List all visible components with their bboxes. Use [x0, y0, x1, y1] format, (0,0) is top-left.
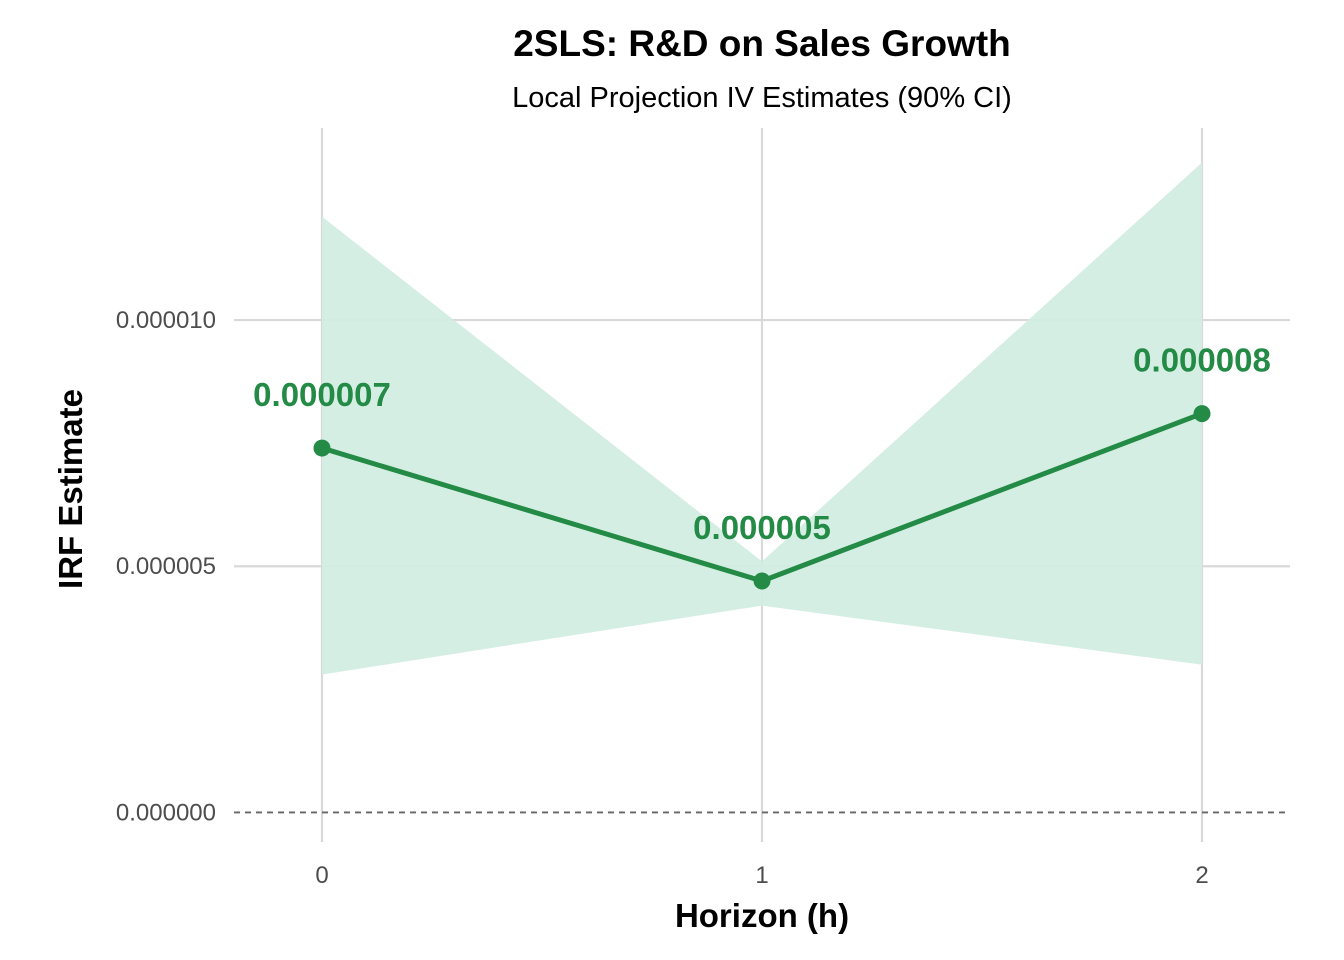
- y-tick-label: 0.000010: [116, 307, 216, 334]
- chart-title: 2SLS: R&D on Sales Growth: [513, 23, 1011, 64]
- irf-data-label: 0.000008: [1133, 342, 1271, 379]
- point-layer: [313, 405, 1211, 590]
- irf-data-label: 0.000007: [253, 376, 391, 413]
- irf-point: [1193, 405, 1211, 423]
- x-tick-label: 2: [1195, 862, 1208, 889]
- x-tick-label: 0: [315, 862, 328, 889]
- irf-point: [313, 439, 331, 457]
- irf-data-label: 0.000005: [693, 509, 831, 546]
- ci-ribbon-layer: [322, 162, 1202, 675]
- x-tick-label: 1: [755, 862, 768, 889]
- x-tick-labels: 0 1 2: [315, 862, 1208, 889]
- chart-subtitle: Local Projection IV Estimates (90% CI): [512, 82, 1012, 114]
- y-tick-label: 0.000000: [116, 799, 216, 826]
- data-label-layer: 0.000007 0.000005 0.000008: [253, 342, 1271, 546]
- x-axis-title: Horizon (h): [675, 897, 849, 934]
- y-axis-title: IRF Estimate: [52, 389, 89, 589]
- ci-ribbon: [322, 162, 1202, 675]
- y-tick-labels: 0.000000 0.000005 0.000010: [116, 307, 216, 826]
- y-tick-label: 0.000005: [116, 553, 216, 580]
- irf-point: [753, 572, 771, 590]
